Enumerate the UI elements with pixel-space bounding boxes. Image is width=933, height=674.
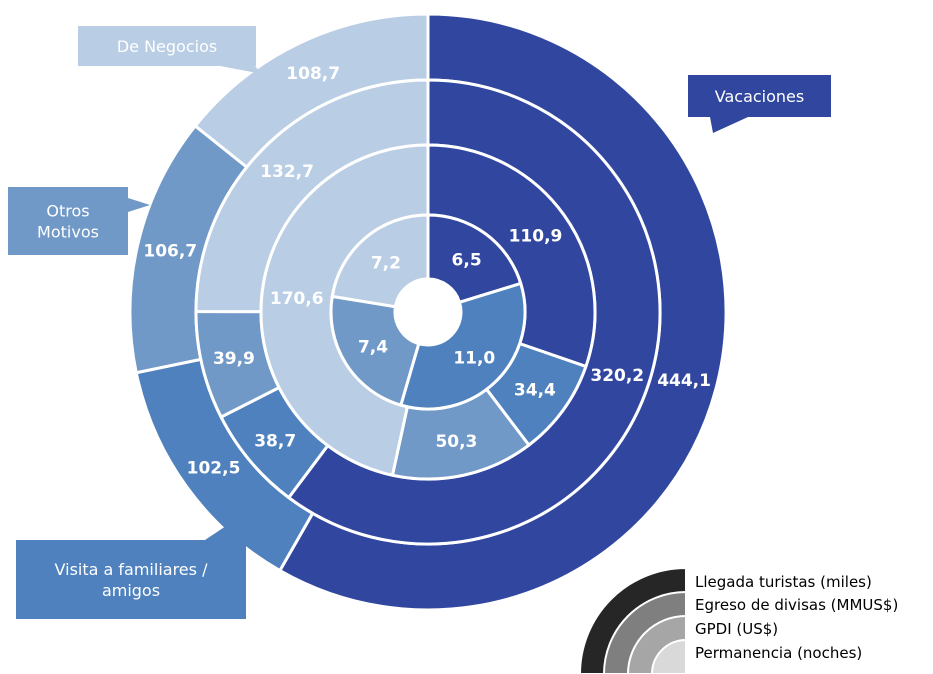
callout-label-otros-motivos: Otros bbox=[46, 202, 89, 221]
callout-pointer-otros-motivos bbox=[128, 198, 150, 212]
callout-box-vacaciones bbox=[688, 75, 831, 117]
callout-box-de-negocios bbox=[78, 26, 256, 66]
callout-label-otros-motivos: Motivos bbox=[37, 223, 99, 242]
value-label-permanencia-noches-de-negocios: 7,2 bbox=[371, 253, 401, 273]
callout-pointer-vacaciones bbox=[710, 117, 748, 133]
chart-callouts: De Negocios Vacaciones Otros Motivos Visita … bbox=[8, 26, 831, 619]
callout-otros-motivos: Otros Motivos bbox=[8, 187, 150, 255]
callout-de-negocios: De Negocios bbox=[78, 26, 262, 74]
chart-value-labels: 444,1 102,5 106,7 108,7 320,2 38,7 39,9 132,7 11… bbox=[143, 64, 711, 479]
legend-label-egreso-de-divisas-mmus: Egreso de divisas (MMUS$) bbox=[695, 596, 898, 614]
callout-vacaciones: Vacaciones bbox=[688, 75, 831, 133]
value-label-permanencia-noches-vacaciones: 6,5 bbox=[452, 251, 482, 271]
value-label-gpdi-us-visita-a-familiares-amigos: 34,4 bbox=[514, 380, 556, 400]
value-label-permanencia-noches-visita-a-familiares-amigos: 11,0 bbox=[453, 349, 495, 369]
chart-legend: Llegada turistas (miles) Egreso de divisa… bbox=[578, 566, 898, 674]
value-label-egreso-de-divisas-mmus-de-negocios: 132,7 bbox=[260, 162, 314, 182]
legend-label-llegada-turistas-miles: Llegada turistas (miles) bbox=[695, 573, 872, 591]
value-label-permanencia-noches-otros-motivos: 7,4 bbox=[358, 338, 388, 358]
callout-pointer-de-negocios bbox=[220, 66, 262, 74]
callout-label-visita-a-familiares-amigos: amigos bbox=[102, 581, 160, 600]
callout-label-visita-a-familiares-amigos: Visita a familiares / bbox=[55, 560, 209, 579]
callout-pointer-visita-a-familiares-amigos bbox=[205, 522, 240, 540]
callout-box-visita-a-familiares-amigos bbox=[16, 540, 246, 619]
callout-visita-a-familiares-amigos: Visita a familiares / amigos bbox=[16, 522, 246, 619]
value-label-gpdi-us-vacaciones: 110,9 bbox=[509, 226, 563, 246]
callout-box-otros-motivos bbox=[8, 187, 128, 255]
callout-label-vacaciones: Vacaciones bbox=[715, 87, 804, 106]
legend-label-permanencia-noches: Permanencia (noches) bbox=[695, 644, 862, 662]
legend-label-gpdi-us: GPDI (US$) bbox=[695, 620, 778, 638]
callout-label-de-negocios: De Negocios bbox=[117, 37, 217, 56]
value-label-llegada-turistas-miles-de-negocios: 108,7 bbox=[286, 64, 340, 84]
value-label-egreso-de-divisas-mmus-otros-motivos: 39,9 bbox=[213, 349, 255, 369]
value-label-llegada-turistas-miles-vacaciones: 444,1 bbox=[657, 371, 711, 391]
value-label-egreso-de-divisas-mmus-visita-a-familiares-amigos: 38,7 bbox=[254, 431, 296, 451]
value-label-llegada-turistas-miles-visita-a-familiares-amigos: 102,5 bbox=[187, 459, 241, 479]
center-hole bbox=[395, 279, 461, 345]
value-label-llegada-turistas-miles-otros-motivos: 106,7 bbox=[143, 241, 197, 261]
chart-rings bbox=[128, 12, 728, 612]
value-label-gpdi-us-otros-motivos: 50,3 bbox=[435, 432, 477, 452]
value-label-egreso-de-divisas-mmus-vacaciones: 320,2 bbox=[590, 366, 644, 386]
legend-swatch-permanencia-noches bbox=[650, 638, 687, 674]
value-label-gpdi-us-de-negocios: 170,6 bbox=[270, 289, 324, 309]
